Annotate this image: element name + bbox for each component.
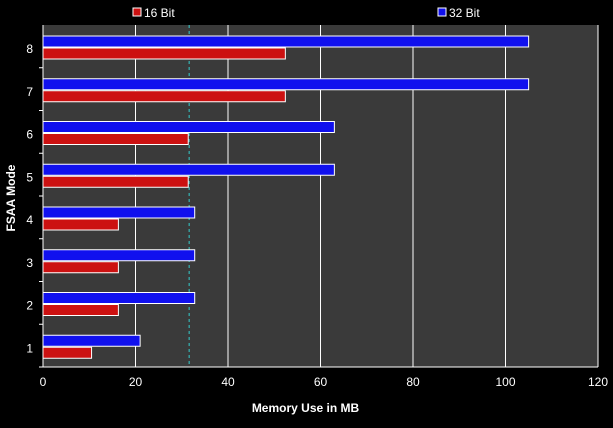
- bar-32-bit: [42, 249, 196, 262]
- x-tick-label: 60: [314, 375, 328, 389]
- bar-16-bit: [42, 346, 93, 359]
- bars-layer: [42, 35, 530, 359]
- y-tick-label: 1: [26, 341, 33, 355]
- x-tick-label: 0: [40, 375, 47, 389]
- bar-16-bit: [42, 261, 119, 274]
- bar-32-bit: [42, 334, 141, 347]
- bar-16-bit: [42, 304, 119, 316]
- bar-32-bit: [42, 35, 530, 48]
- y-tick-label: 8: [26, 42, 33, 56]
- legend-label: 32 Bit: [449, 6, 480, 20]
- y-axis-title: FSAA Mode: [4, 164, 18, 231]
- bar-32-bit: [42, 206, 196, 219]
- bar-16-bit: [42, 175, 189, 188]
- bar-16-bit: [42, 133, 189, 145]
- bar-32-bit: [42, 163, 335, 176]
- bar-16-bit: [42, 47, 286, 60]
- bar-16-bit: [42, 90, 286, 103]
- x-tick-label: 20: [129, 375, 143, 389]
- x-tick-label: 40: [221, 375, 235, 389]
- y-tick-label: 7: [26, 85, 33, 99]
- x-tick-label: 80: [406, 375, 420, 389]
- x-tick-label: 120: [588, 375, 608, 389]
- legend: 16 Bit 32 Bit: [132, 6, 480, 20]
- x-axis-title: Memory Use in MB: [252, 401, 360, 415]
- y-tick-label: 6: [26, 128, 33, 142]
- legend-swatch: [437, 7, 447, 17]
- bar-32-bit: [42, 78, 530, 91]
- y-tick-label: 2: [26, 299, 33, 313]
- bar-32-bit: [42, 121, 335, 133]
- y-tick-label: 3: [26, 256, 33, 270]
- axes-layer: 0 20 40 60 80 100 120 1 2 3 4 5 6 7 8: [26, 25, 608, 389]
- legend-label: 16 Bit: [144, 6, 175, 20]
- x-tick-label: 100: [495, 375, 515, 389]
- bar-16-bit: [42, 218, 119, 231]
- bar-32-bit: [42, 292, 196, 304]
- legend-swatch: [132, 7, 142, 17]
- y-tick-label: 5: [26, 170, 33, 184]
- y-tick-label: 4: [26, 213, 33, 227]
